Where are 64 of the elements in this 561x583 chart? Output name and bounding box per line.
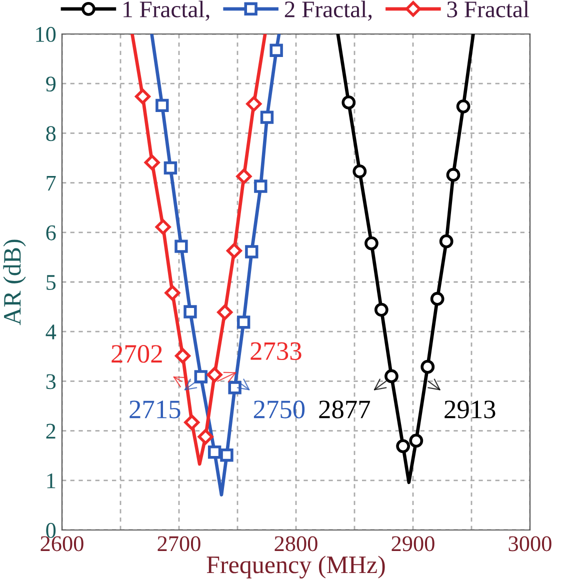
x-tick-label: 3000 bbox=[508, 536, 552, 552]
point bbox=[226, 242, 242, 259]
legend-label: 2 Fractal, bbox=[284, 0, 372, 21]
point bbox=[342, 96, 356, 110]
point bbox=[228, 381, 242, 394]
y-tick-label: 1 bbox=[47, 473, 56, 488]
point bbox=[174, 240, 188, 253]
point bbox=[446, 168, 460, 182]
point bbox=[220, 448, 234, 462]
point bbox=[374, 302, 388, 317]
point bbox=[174, 348, 191, 364]
annotation: 2877 bbox=[319, 400, 370, 418]
legend-label: 1 Fractal, bbox=[124, 0, 210, 21]
point bbox=[164, 285, 180, 301]
point bbox=[384, 369, 398, 384]
point bbox=[184, 305, 197, 318]
x-tick-label: 2700 bbox=[158, 536, 200, 552]
point bbox=[270, 44, 283, 57]
y-tick-label: 7 bbox=[46, 176, 56, 191]
annotation: 2750 bbox=[254, 400, 305, 418]
y-tick-label: 3 bbox=[46, 374, 56, 390]
point bbox=[246, 96, 262, 112]
annotation: 2702 bbox=[112, 344, 162, 363]
y-tick-label: 5 bbox=[46, 275, 56, 290]
point bbox=[155, 219, 171, 235]
point bbox=[260, 110, 274, 124]
y-tick-label: 4 bbox=[46, 324, 56, 340]
point bbox=[208, 446, 222, 459]
x-tick-label: 2900 bbox=[392, 536, 434, 552]
point bbox=[245, 245, 258, 258]
point bbox=[409, 434, 424, 448]
annotation: 2733 bbox=[250, 342, 302, 360]
y-tick-label: 8 bbox=[46, 126, 56, 142]
point bbox=[134, 88, 151, 104]
y-tick-label: 2 bbox=[46, 424, 56, 439]
point bbox=[236, 168, 252, 184]
y-tick-label: 10 bbox=[36, 26, 56, 42]
y-tick-label: 6 bbox=[46, 225, 56, 240]
y-axis-title: AR (dB) bbox=[3, 240, 26, 326]
point bbox=[206, 366, 222, 383]
point bbox=[144, 154, 160, 170]
point bbox=[194, 370, 208, 384]
point bbox=[420, 360, 435, 374]
x-tick-label: 2600 bbox=[40, 536, 84, 552]
point bbox=[430, 292, 444, 306]
point bbox=[352, 164, 367, 178]
point bbox=[184, 414, 200, 430]
x-axis-title: Frequency (MHz) bbox=[206, 556, 385, 578]
point bbox=[156, 98, 169, 112]
annotation: 2913 bbox=[444, 400, 496, 418]
point bbox=[164, 161, 178, 175]
y-tick-label: 9 bbox=[46, 76, 56, 92]
point bbox=[254, 180, 268, 193]
point bbox=[396, 439, 410, 454]
annotation: 2715 bbox=[130, 400, 180, 418]
y-tick-label: 0 bbox=[46, 522, 56, 538]
point bbox=[198, 428, 214, 445]
point bbox=[439, 234, 454, 248]
point bbox=[364, 236, 378, 250]
point bbox=[217, 304, 233, 320]
legend-label: 3 Fractal bbox=[447, 0, 530, 18]
x-tick-label: 2800 bbox=[274, 536, 318, 552]
point bbox=[456, 99, 470, 114]
point bbox=[236, 316, 250, 329]
